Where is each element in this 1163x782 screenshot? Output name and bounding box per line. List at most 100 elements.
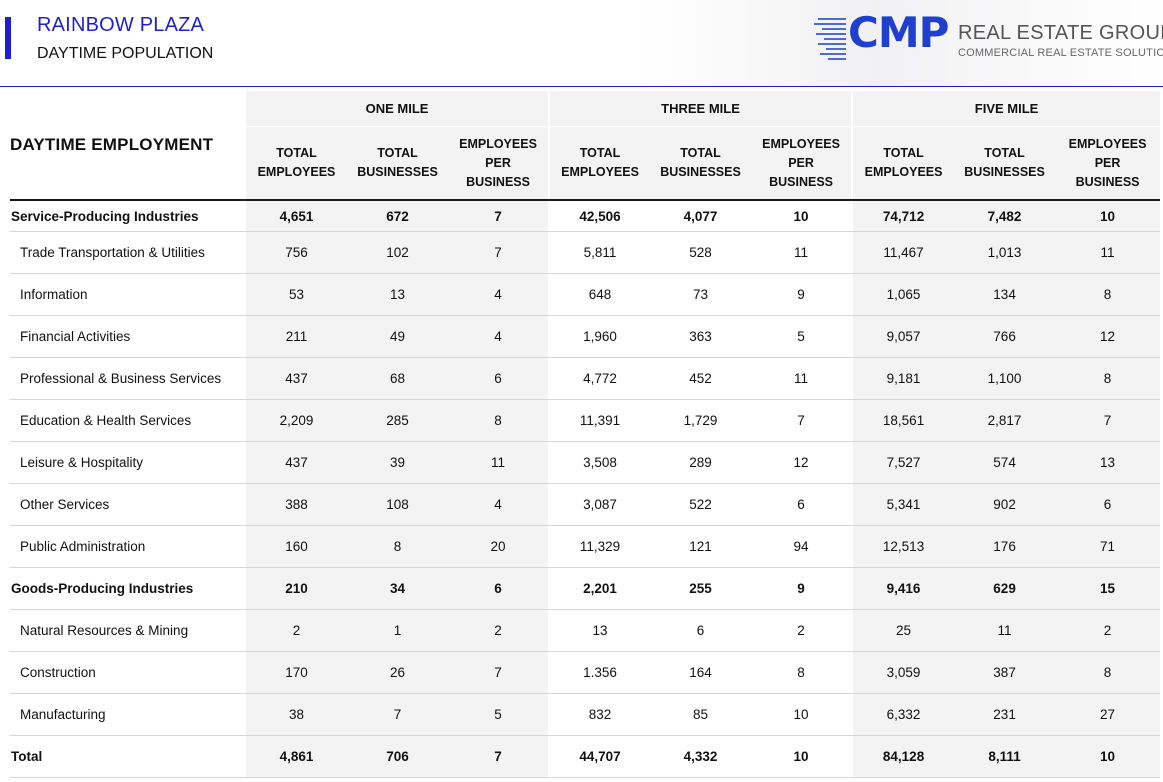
table-corner-label: DAYTIME EMPLOYMENT: [10, 91, 246, 200]
table-cell: 8: [751, 651, 852, 694]
table-cell: 39: [347, 441, 448, 484]
table-cell: 108: [347, 483, 448, 526]
table-cell: 10: [1055, 735, 1161, 778]
table-row: Public Administration 160 8 20 11,329 121 94 12…: [10, 525, 1161, 568]
table-cell: 7: [448, 231, 549, 274]
table-cell: 8: [347, 525, 448, 568]
table-cell: 44,707: [550, 735, 651, 778]
column-header-row: TOTAL EMPLOYEES TOTAL BUSINESSES EMPLOYEES…: [10, 126, 1161, 200]
table-cell: 1,100: [954, 357, 1056, 400]
table-cell: 5: [751, 315, 852, 358]
table-cell: 4,861: [246, 735, 347, 778]
table-row: Manufacturing 38 7 5 832 85 10 6,332 231 27: [10, 693, 1161, 736]
table-cell: 8: [1055, 273, 1161, 316]
table-cell: 84,128: [853, 735, 955, 778]
table-cell: 71: [1055, 525, 1161, 568]
table-cell: 7: [448, 651, 549, 694]
table-cell: 11: [751, 357, 852, 400]
row-label: Professional & Business Services: [10, 357, 246, 400]
col-total-employees: TOTAL EMPLOYEES: [550, 126, 651, 200]
table-cell: 8: [1055, 651, 1161, 694]
table-cell: 766: [954, 315, 1056, 358]
row-label: Goods-Producing Industries: [10, 567, 246, 610]
table-cell: 13: [550, 609, 651, 652]
table-cell: 12: [1055, 315, 1161, 358]
table-cell: 629: [954, 567, 1056, 610]
table-cell: 10: [751, 199, 852, 232]
row-label: Leisure & Hospitality: [10, 441, 246, 484]
table-cell: 15: [1055, 567, 1161, 610]
table-row: Education & Health Services 2,209 285 8 11,3…: [10, 399, 1161, 442]
table-cell: 102: [347, 231, 448, 274]
group-header-five-mile: FIVE MILE: [853, 91, 1161, 127]
group-header-three-mile: THREE MILE: [550, 91, 852, 127]
table-cell: 1: [347, 609, 448, 652]
table-cell: 42,506: [550, 199, 651, 232]
col-employees-per-business: EMPLOYEES PER BUSINESS: [1055, 126, 1161, 200]
table-cell: 2: [246, 609, 347, 652]
table-cell: 68: [347, 357, 448, 400]
table-cell: 285: [347, 399, 448, 442]
table-cell: 10: [751, 693, 852, 736]
table-cell: 832: [550, 693, 651, 736]
logo-lines-icon: [812, 16, 848, 60]
table-cell: 8: [448, 399, 549, 442]
table-cell: 3,059: [853, 651, 955, 694]
col-employees-per-business: EMPLOYEES PER BUSINESS: [448, 126, 549, 200]
table-cell: 437: [246, 441, 347, 484]
table-cell: 648: [550, 273, 651, 316]
col-total-employees: TOTAL EMPLOYEES: [853, 126, 955, 200]
title-accent-bar: [5, 17, 11, 59]
logo-mark: CMP: [848, 8, 949, 57]
table-cell: 6: [751, 483, 852, 526]
table-cell: 7: [751, 399, 852, 442]
table-cell: 13: [347, 273, 448, 316]
table-cell: 522: [650, 483, 752, 526]
table-cell: 94: [751, 525, 852, 568]
table-row: Other Services 388 108 4 3,087 522 6 5,341 902 6: [10, 483, 1161, 526]
col-total-businesses: TOTAL BUSINESSES: [650, 126, 752, 200]
table-cell: 13: [1055, 441, 1161, 484]
table-cell: 528: [650, 231, 752, 274]
table-cell: 902: [954, 483, 1056, 526]
table-cell: 2,209: [246, 399, 347, 442]
table-cell: 3,508: [550, 441, 651, 484]
table-row: Financial Activities 211 49 4 1,960 363 5 9,057…: [10, 315, 1161, 358]
row-label: Other Services: [10, 483, 246, 526]
table-cell: 9: [751, 273, 852, 316]
table-cell: 38: [246, 693, 347, 736]
table-cell: 9,181: [853, 357, 955, 400]
table-cell: 27: [1055, 693, 1161, 736]
table-cell: 255: [650, 567, 752, 610]
table-cell: 11: [1055, 231, 1161, 274]
table-cell: 4,651: [246, 199, 347, 232]
table-cell: 2: [1055, 609, 1161, 652]
table-cell: 73: [650, 273, 752, 316]
table-cell: 10: [751, 735, 852, 778]
table-row: Information 53 13 4 648 73 9 1,065 134 8: [10, 273, 1161, 316]
table-cell: 1,960: [550, 315, 651, 358]
table-cell: 4,077: [650, 199, 752, 232]
table-row: Natural Resources & Mining 2 1 2 13 6 2 25 11 2: [10, 609, 1161, 652]
logo-name: REAL ESTATE GROUP: [958, 22, 1163, 44]
table-cell: 452: [650, 357, 752, 400]
group-header-one-mile: ONE MILE: [246, 91, 549, 127]
table-cell: 4: [448, 483, 549, 526]
table-row: Service-Producing Industries 4,651 672 7 42,…: [10, 199, 1161, 232]
table-cell: 74,712: [853, 199, 955, 232]
row-label: Manufacturing: [10, 693, 246, 736]
company-logo: CMP REAL ESTATE GROUP COMMERCIAL REAL ES…: [812, 8, 1163, 66]
table-cell: 1.356: [550, 651, 651, 694]
table-cell: 437: [246, 357, 347, 400]
table-cell: 211: [246, 315, 347, 358]
col-total-employees: TOTAL EMPLOYEES: [246, 126, 347, 200]
table-cell: 170: [246, 651, 347, 694]
table-cell: 4: [448, 273, 549, 316]
table-row: Trade Transportation & Utilities 756 102 7 5…: [10, 231, 1161, 274]
table-cell: 387: [954, 651, 1056, 694]
table-row: Leisure & Hospitality 437 39 11 3,508 289 12 7,…: [10, 441, 1161, 484]
table-cell: 9,057: [853, 315, 955, 358]
table-cell: 6,332: [853, 693, 955, 736]
row-label: Service-Producing Industries: [10, 199, 246, 232]
table-cell: 26: [347, 651, 448, 694]
